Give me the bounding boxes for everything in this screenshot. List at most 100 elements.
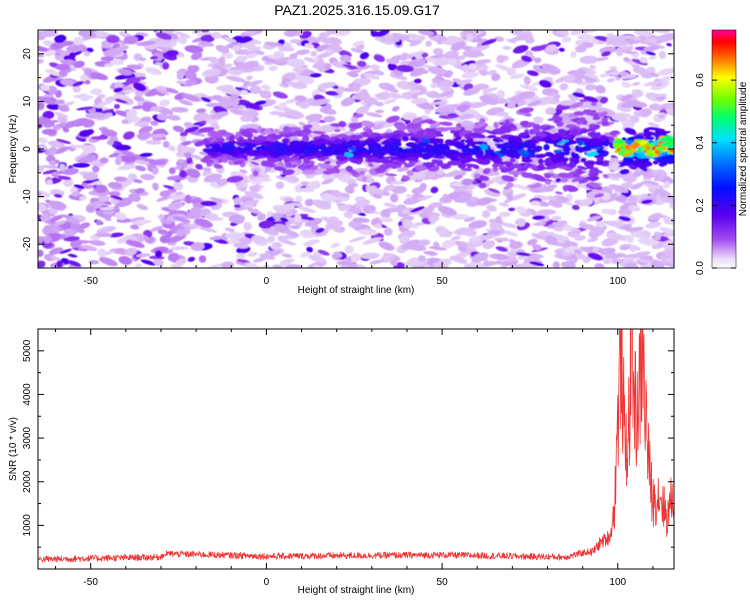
spectral-blob [339, 54, 352, 63]
spectral-blob [508, 207, 516, 212]
spectral-blob [482, 210, 491, 219]
spectral-blob [482, 240, 496, 250]
spectral-blob [253, 136, 260, 141]
spectral-blob [298, 187, 315, 193]
spectral-blob [442, 239, 456, 249]
spectral-blob [531, 173, 546, 182]
spectral-blob [150, 56, 159, 60]
spectral-blob [370, 64, 381, 71]
spectral-blob [464, 144, 470, 149]
spectral-blob [357, 229, 378, 236]
spectral-blob [162, 140, 170, 148]
spectral-blob [269, 111, 288, 116]
spectral-blob [316, 45, 327, 52]
spectral-blob [94, 232, 113, 237]
spectral-blob [601, 160, 610, 165]
spectral-blob [101, 129, 118, 137]
spectral-blob [138, 57, 147, 62]
spectral-blob [79, 195, 87, 200]
spectral-blob [283, 138, 289, 145]
spectral-blob [390, 180, 405, 185]
spectral-blob [100, 56, 114, 62]
spectral-blob [246, 46, 262, 52]
spectral-blob [417, 118, 433, 124]
spectral-blob [647, 193, 659, 199]
spectral-blob [333, 196, 350, 202]
spectral-blob [136, 203, 148, 211]
spectral-blob [516, 252, 531, 257]
spectral-blob [383, 98, 397, 105]
spectral-blob [138, 125, 153, 135]
spectral-blob [225, 232, 246, 240]
spectral-blob [492, 163, 499, 168]
spectral-blob [560, 261, 576, 268]
spectral-blob [469, 151, 480, 155]
spectral-blob [584, 164, 594, 168]
spectral-blob [187, 256, 196, 262]
spectral-blob [295, 75, 315, 85]
spectral-blob [619, 145, 626, 150]
spectral-blob [216, 84, 234, 91]
spectral-blob [211, 152, 221, 157]
spectral-blob [507, 150, 514, 157]
spectral-blob [44, 49, 56, 57]
spectral-blob [230, 93, 239, 101]
spectral-blob [52, 122, 69, 129]
spectral-blob [378, 241, 395, 251]
spectral-blob [151, 166, 159, 175]
spectral-blob [241, 42, 256, 49]
spectral-blob [73, 60, 85, 69]
x-tick-label: 100 [609, 276, 626, 287]
spectral-blob [573, 111, 585, 116]
spectral-blob [83, 184, 94, 189]
spectral-blob [405, 132, 414, 137]
spectral-blob [233, 160, 244, 165]
spectral-blob [41, 165, 62, 169]
spectral-blob [619, 169, 630, 175]
spectral-blob [244, 191, 264, 200]
spectral-blob [606, 173, 627, 178]
spectral-blob [403, 149, 414, 154]
spectral-blob [532, 145, 543, 153]
spectral-blob [83, 145, 97, 154]
spectral-blob [159, 234, 171, 244]
spectral-blob [654, 146, 665, 151]
spectral-blob [170, 246, 189, 251]
spectral-blob [221, 143, 237, 151]
spectral-blob [97, 248, 107, 258]
spectral-blob [426, 149, 441, 153]
spectral-blob [347, 71, 359, 78]
spectral-blob [295, 49, 310, 56]
spectral-blob [428, 202, 443, 209]
spectral-blob [517, 254, 527, 260]
spectral-blob [493, 122, 499, 129]
spectral-blob [117, 164, 137, 171]
spectral-blob [133, 121, 150, 127]
x-tick-label: 50 [437, 577, 449, 588]
spectral-blob [472, 164, 480, 170]
spectral-blob [72, 80, 85, 87]
spectral-blob [114, 81, 123, 90]
spectral-blob [641, 199, 653, 204]
spectral-blob [362, 176, 368, 182]
spectral-blob [486, 204, 497, 212]
spectral-blob [317, 249, 330, 256]
spectral-blob [517, 132, 528, 138]
spectral-blob [282, 169, 295, 176]
spectral-blob [660, 102, 674, 108]
spectral-blob [389, 137, 402, 143]
spectral-blob [504, 230, 519, 237]
spectral-blob [312, 199, 331, 210]
spectral-blob [218, 130, 231, 135]
spectral-blob [437, 206, 457, 216]
spectral-blob [484, 149, 494, 156]
spectral-blob [582, 41, 594, 49]
spectral-blob [554, 161, 568, 167]
spectral-blob [335, 30, 351, 36]
spectral-blob [544, 235, 558, 245]
spectral-blob [421, 52, 429, 58]
spectral-blob [67, 253, 78, 258]
spectral-blob [452, 136, 462, 142]
y-tick-label: 1000 [22, 514, 33, 537]
spectral-blob [387, 62, 397, 71]
